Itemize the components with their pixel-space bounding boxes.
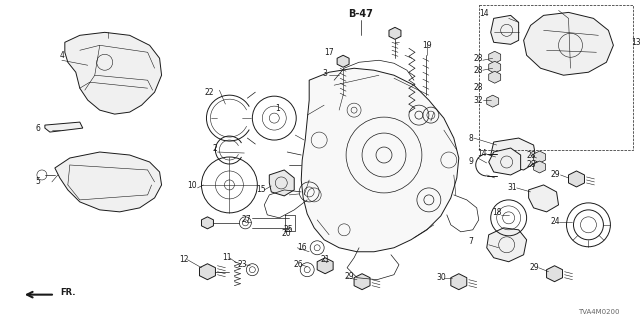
Text: 29: 29 xyxy=(530,263,540,272)
Text: 23: 23 xyxy=(237,260,247,269)
Polygon shape xyxy=(487,228,527,262)
Polygon shape xyxy=(301,68,459,252)
Text: 4: 4 xyxy=(60,51,64,60)
Text: 21: 21 xyxy=(321,255,330,264)
Text: 20: 20 xyxy=(282,229,291,238)
Text: 8: 8 xyxy=(468,133,473,142)
Polygon shape xyxy=(489,148,520,175)
Polygon shape xyxy=(202,217,214,229)
Text: 29: 29 xyxy=(551,171,561,180)
Polygon shape xyxy=(269,170,294,196)
Text: B-47: B-47 xyxy=(349,9,374,20)
Text: 29: 29 xyxy=(344,272,354,281)
Polygon shape xyxy=(487,95,499,107)
Text: 28: 28 xyxy=(527,161,536,170)
Text: 27: 27 xyxy=(241,215,251,224)
Polygon shape xyxy=(489,51,500,63)
Polygon shape xyxy=(200,264,216,280)
Text: 28: 28 xyxy=(474,83,483,92)
Polygon shape xyxy=(389,27,401,39)
Text: 30: 30 xyxy=(436,273,445,282)
Polygon shape xyxy=(451,274,467,290)
Text: 3: 3 xyxy=(323,69,328,78)
Polygon shape xyxy=(524,12,613,75)
Text: 26: 26 xyxy=(293,260,303,269)
Text: 13: 13 xyxy=(632,38,640,47)
Polygon shape xyxy=(317,258,333,274)
Text: 32: 32 xyxy=(473,96,483,105)
Text: 2: 2 xyxy=(212,144,217,153)
Text: 12: 12 xyxy=(179,255,188,264)
Bar xyxy=(479,5,634,150)
Text: 7: 7 xyxy=(468,237,473,246)
Polygon shape xyxy=(45,122,83,132)
Polygon shape xyxy=(354,274,370,290)
Text: 14: 14 xyxy=(477,148,486,157)
Polygon shape xyxy=(491,138,536,170)
Text: 15: 15 xyxy=(257,185,266,195)
Text: 22: 22 xyxy=(205,88,214,97)
Polygon shape xyxy=(65,32,161,114)
Polygon shape xyxy=(568,171,584,187)
Text: 25: 25 xyxy=(284,225,293,234)
Text: 10: 10 xyxy=(188,181,197,190)
Text: 16: 16 xyxy=(298,243,307,252)
Text: 31: 31 xyxy=(508,183,518,192)
Polygon shape xyxy=(337,55,349,67)
Text: 5: 5 xyxy=(35,178,40,187)
Polygon shape xyxy=(534,151,545,163)
Polygon shape xyxy=(491,15,518,44)
Text: 28: 28 xyxy=(474,66,483,75)
Polygon shape xyxy=(489,71,500,83)
Polygon shape xyxy=(489,61,500,73)
Text: 28: 28 xyxy=(474,54,483,63)
Polygon shape xyxy=(55,152,161,212)
Text: 14: 14 xyxy=(479,9,488,18)
Text: 17: 17 xyxy=(324,48,334,57)
Text: 19: 19 xyxy=(422,41,432,50)
Text: 18: 18 xyxy=(492,208,502,217)
Text: 24: 24 xyxy=(551,217,561,226)
Polygon shape xyxy=(534,161,545,173)
Text: 9: 9 xyxy=(468,157,473,166)
Text: 28: 28 xyxy=(527,150,536,159)
Text: TVA4M0200: TVA4M0200 xyxy=(578,308,619,315)
Text: 6: 6 xyxy=(35,124,40,132)
Text: FR.: FR. xyxy=(60,288,76,297)
Polygon shape xyxy=(547,266,563,282)
Text: 1: 1 xyxy=(275,104,280,113)
Text: 11: 11 xyxy=(223,253,232,262)
Polygon shape xyxy=(529,185,559,212)
